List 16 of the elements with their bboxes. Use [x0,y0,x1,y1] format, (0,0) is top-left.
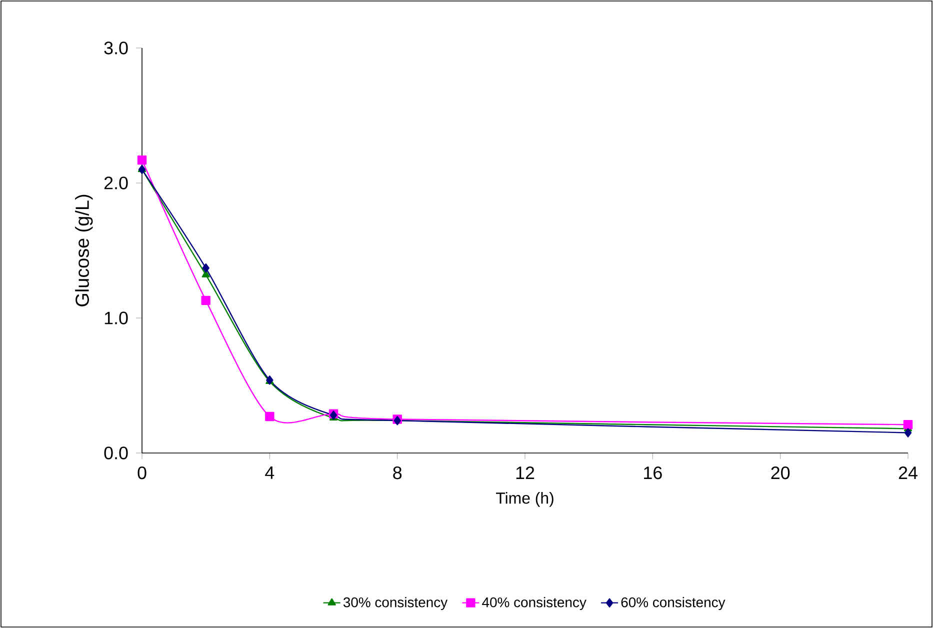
x-tick-label: 16 [644,466,662,480]
x-tick-label: 4 [265,466,274,479]
x-tick-label: 0 [138,466,146,480]
y-tick-label: 3.0 [104,42,128,54]
legend-label: 30% consistency [343,597,448,610]
x-tick-label: 12 [516,466,534,480]
legend-label: 40% consistency [482,597,586,610]
x-tick-label: 20 [771,466,790,480]
y-tick-label: 2.0 [104,176,128,190]
y-axis-title: Glucose (g/L) [75,194,93,306]
x-tick-label: 24 [898,466,918,480]
legend-label: 60% consistency [621,597,726,610]
x-tick-label: 8 [393,466,402,480]
y-tick-label: 1.0 [104,312,128,324]
x-axis-title: Time (h) [496,492,554,507]
y-tick-label: 0.0 [104,446,128,460]
